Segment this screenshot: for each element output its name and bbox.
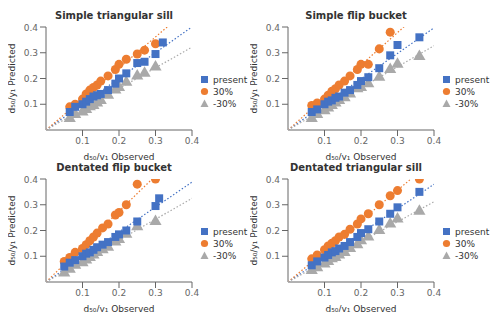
html-text:30%: 30% [213,238,233,249]
svg-text:0.2: 0.2 [112,136,126,146]
svg-text:d₅₀/y₁ Predicted: d₅₀/y₁ Predicted [250,43,259,113]
svg-text:0.3: 0.3 [24,48,38,58]
svg-text:0.3: 0.3 [390,288,404,298]
svg-text:d₅₀/y₁ Observed: d₅₀/y₁ Observed [325,152,396,160]
html-text:-30%: -30% [455,98,479,109]
svg-text:d₅₀/y₁ Observed: d₅₀/y₁ Observed [83,304,154,312]
svg-text:d₅₀/y₁ Predicted: d₅₀/y₁ Predicted [250,195,259,265]
html-text:Simple flip bucket: Simple flip bucket [305,10,407,21]
svg-text:d₅₀/y₁ Predicted: d₅₀/y₁ Predicted [8,43,17,113]
svg-text:0.3: 0.3 [148,136,162,146]
svg-text:0.4: 0.4 [266,175,281,185]
html-text:-30%: -30% [455,250,479,261]
html-text:present: present [455,226,490,237]
svg-text:0.2: 0.2 [24,226,38,236]
svg-text:0.2: 0.2 [266,74,280,84]
svg-text:0.4: 0.4 [24,175,39,185]
html-text:present: present [455,74,490,85]
html-text:present: present [213,226,248,237]
svg-text:0.3: 0.3 [148,288,162,298]
svg-text:0.4: 0.4 [185,136,200,146]
html-text:Dentated flip bucket: Dentated flip bucket [56,162,172,173]
svg-text:d₅₀/y₁ Predicted: d₅₀/y₁ Predicted [8,195,17,265]
html-text:30%: 30% [455,238,475,249]
svg-text:0.1: 0.1 [266,251,280,261]
html-text:Simple triangular sill: Simple triangular sill [55,10,173,21]
svg-text:0.4: 0.4 [185,288,200,298]
html-text:-30%: -30% [213,250,237,261]
svg-text:0.1: 0.1 [317,288,331,298]
html-text:present: present [213,74,248,85]
svg-text:0.2: 0.2 [112,288,126,298]
html-text:Dentated triangular sill: Dentated triangular sill [290,162,422,173]
svg-text:0.2: 0.2 [266,226,280,236]
svg-text:0.2: 0.2 [354,288,368,298]
svg-text:0.1: 0.1 [75,136,89,146]
svg-text:0.3: 0.3 [266,48,280,58]
svg-text:0.1: 0.1 [24,251,38,261]
html-text:-30%: -30% [213,98,237,109]
svg-text:d₅₀/y₁ Observed: d₅₀/y₁ Observed [325,304,396,312]
svg-text:0.1: 0.1 [266,99,280,109]
html-text:30%: 30% [213,86,233,97]
svg-text:0.4: 0.4 [427,288,442,298]
svg-text:0.4: 0.4 [427,136,442,146]
svg-text:0.3: 0.3 [390,136,404,146]
svg-text:0.4: 0.4 [24,23,39,33]
svg-text:0.3: 0.3 [24,200,38,210]
svg-text:0.1: 0.1 [24,99,38,109]
svg-text:0.4: 0.4 [266,23,281,33]
svg-text:0.1: 0.1 [317,136,331,146]
svg-text:0.2: 0.2 [354,136,368,146]
svg-text:0.1: 0.1 [75,288,89,298]
svg-text:d₅₀/y₁ Observed: d₅₀/y₁ Observed [83,152,154,160]
html-text:30%: 30% [455,86,475,97]
svg-text:0.2: 0.2 [24,74,38,84]
svg-text:0.3: 0.3 [266,200,280,210]
